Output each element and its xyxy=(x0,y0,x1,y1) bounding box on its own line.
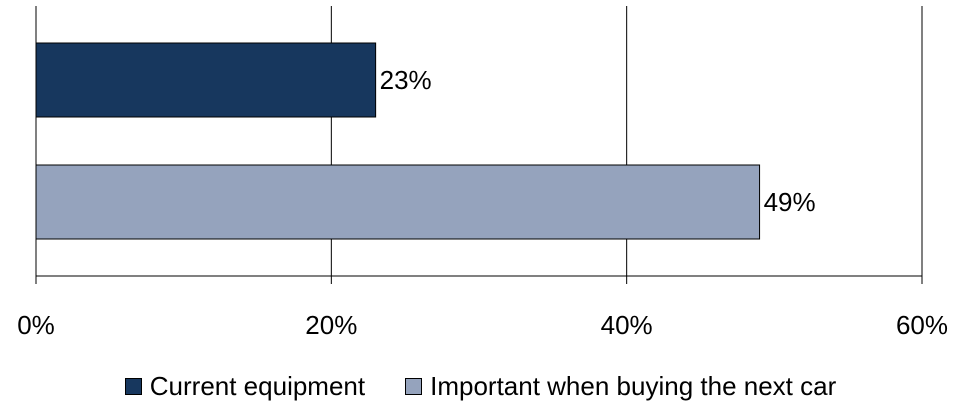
legend-swatch-current-equipment xyxy=(124,377,142,395)
bars xyxy=(35,42,761,240)
legend-label-current-equipment: Current equipment xyxy=(149,370,366,401)
data-label: 49% xyxy=(764,187,816,217)
x-tick-labels: 0% 20% 40% 60% xyxy=(17,310,948,340)
x-tick-label: 20% xyxy=(305,310,357,340)
bar-chart: 0% 20% 40% 60% 23% 49% xyxy=(17,6,948,340)
legend-label-important-next-car: Important when buying the next car xyxy=(430,370,837,401)
legend-swatch-important-next-car xyxy=(405,377,423,395)
bar-current-equipment xyxy=(35,42,377,118)
x-tick-label: 40% xyxy=(601,310,653,340)
x-tick-label: 0% xyxy=(17,310,55,340)
data-label: 23% xyxy=(380,65,432,95)
x-tick-label: 60% xyxy=(896,310,948,340)
legend-item-current-equipment: Current equipment xyxy=(124,370,366,402)
data-labels: 23% 49% xyxy=(380,65,816,217)
legend: Current equipment Important when buying … xyxy=(0,366,961,406)
legend-item-important-next-car: Important when buying the next car xyxy=(405,371,836,402)
bar-important-next-car xyxy=(35,164,761,240)
